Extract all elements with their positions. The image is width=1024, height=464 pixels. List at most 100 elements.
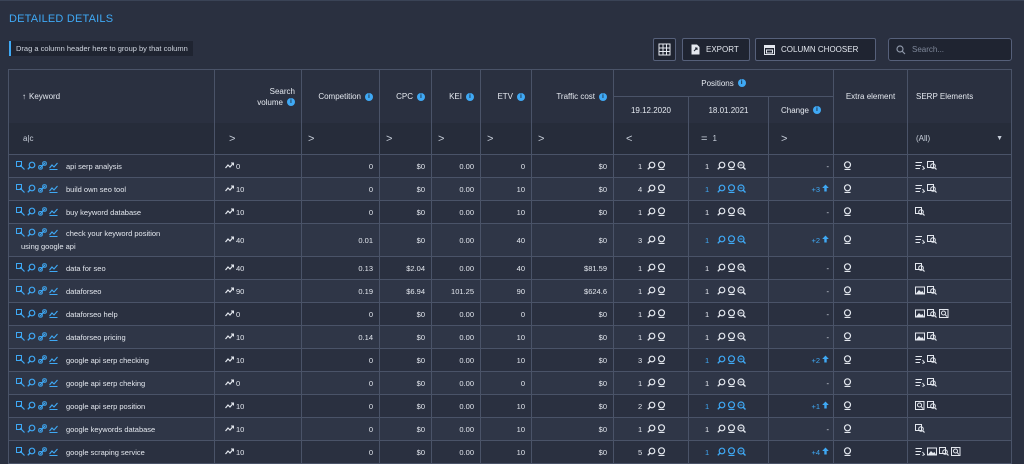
chart-icon[interactable] [49, 424, 58, 435]
magnifier-icon[interactable] [27, 309, 36, 320]
zoom-icon[interactable] [737, 206, 747, 218]
local-pack-icon[interactable] [727, 308, 736, 320]
info-icon[interactable]: i [466, 92, 474, 101]
local-pack-icon[interactable] [657, 354, 666, 366]
magnifier-icon[interactable] [27, 424, 36, 435]
magnifier-icon[interactable] [717, 263, 726, 274]
local-pack-icon[interactable] [727, 285, 736, 297]
magnifier-icon[interactable] [717, 286, 726, 297]
magnifier-icon[interactable] [27, 447, 36, 458]
traffic-cost-filter[interactable]: > [532, 123, 614, 154]
local-pack-icon[interactable] [727, 183, 736, 195]
magnifier-icon[interactable] [27, 161, 36, 172]
zoom-icon[interactable] [737, 331, 747, 343]
info-icon[interactable]: i [599, 92, 607, 101]
info-icon[interactable]: i [365, 92, 373, 101]
chart-icon[interactable] [49, 263, 58, 274]
chart-icon[interactable] [49, 309, 58, 320]
chart-icon[interactable] [49, 228, 58, 239]
info-icon[interactable]: i [417, 92, 425, 101]
table-row[interactable]: build own seo tool 10 0 $0 0.00 10 $0 4 1 +3 [9, 178, 1011, 201]
local-pack-icon[interactable] [843, 183, 852, 195]
date2-filter[interactable]: = 1 [689, 123, 769, 154]
local-pack-icon[interactable] [727, 354, 736, 366]
pin-icon[interactable] [16, 377, 25, 389]
local-pack-icon[interactable] [727, 400, 736, 412]
search-serp-icon[interactable] [927, 285, 937, 297]
column-header-date2[interactable]: 18.01.2021 [689, 97, 769, 123]
magnifier-icon[interactable] [647, 401, 656, 412]
local-pack-icon[interactable] [843, 354, 852, 366]
magnifier-icon[interactable] [647, 355, 656, 366]
link-icon[interactable] [38, 308, 47, 320]
magnifier-icon[interactable] [717, 235, 726, 246]
chart-icon[interactable] [49, 447, 58, 458]
pin-icon[interactable] [16, 183, 25, 195]
local-pack-icon[interactable] [843, 285, 852, 297]
pin-icon[interactable] [16, 308, 25, 320]
local-pack-icon[interactable] [657, 308, 666, 320]
pin-icon[interactable] [16, 446, 25, 458]
search-serp-icon[interactable] [939, 446, 949, 458]
excel-export-button[interactable] [653, 38, 676, 61]
table-row[interactable]: dataforseo 90 0.19 $6.94 101.25 90 $624.6 1 1 - [9, 280, 1011, 303]
link-icon[interactable] [38, 446, 47, 458]
volume-filter[interactable]: > [215, 123, 302, 154]
search-serp-icon[interactable] [927, 354, 937, 366]
group-by-hint[interactable]: Drag a column header here to group by th… [9, 41, 193, 56]
local-pack-icon[interactable] [727, 331, 736, 343]
search-serp-icon[interactable] [927, 308, 937, 320]
chart-icon[interactable] [49, 207, 58, 218]
zoom-icon[interactable] [737, 308, 747, 320]
image-icon[interactable] [915, 309, 925, 320]
list-icon[interactable] [915, 161, 926, 172]
info-icon[interactable]: i [737, 79, 746, 87]
column-header-extra-element[interactable]: Extra element [834, 70, 908, 123]
local-pack-icon[interactable] [843, 206, 852, 218]
magnifier-icon[interactable] [647, 424, 656, 435]
local-pack-icon[interactable] [657, 423, 666, 435]
column-header-keyword[interactable]: ↑ Keyword [9, 70, 215, 123]
knowledge-icon[interactable] [915, 400, 925, 412]
magnifier-icon[interactable] [647, 309, 656, 320]
zoom-icon[interactable] [737, 234, 747, 246]
table-row[interactable]: dataforseo help 0 0 $0 0.00 0 $0 1 1 - [9, 303, 1011, 326]
magnifier-icon[interactable] [717, 355, 726, 366]
local-pack-icon[interactable] [657, 183, 666, 195]
zoom-icon[interactable] [737, 183, 747, 195]
cpc-filter[interactable]: > [380, 123, 432, 154]
local-pack-icon[interactable] [727, 262, 736, 274]
change-filter[interactable]: > [769, 123, 834, 154]
magnifier-icon[interactable] [27, 184, 36, 195]
column-header-etv[interactable]: ETV i [481, 70, 532, 123]
link-icon[interactable] [38, 262, 47, 274]
chart-icon[interactable] [49, 184, 58, 195]
info-icon[interactable]: i [813, 106, 822, 114]
chart-icon[interactable] [49, 355, 58, 366]
column-header-date1[interactable]: 19.12.2020 [614, 97, 689, 123]
search-serp-icon[interactable] [927, 183, 937, 195]
table-row[interactable]: google keywords database 10 0 $0 0.00 10 $0 1 1… [9, 418, 1011, 441]
magnifier-icon[interactable] [717, 401, 726, 412]
zoom-icon[interactable] [737, 285, 747, 297]
list-icon[interactable] [915, 378, 926, 389]
magnifier-icon[interactable] [717, 424, 726, 435]
search-input[interactable]: Search... [888, 38, 1012, 61]
local-pack-icon[interactable] [727, 446, 736, 458]
local-pack-icon[interactable] [657, 206, 666, 218]
link-icon[interactable] [38, 331, 47, 343]
search-serp-icon[interactable] [927, 331, 937, 343]
magnifier-icon[interactable] [717, 378, 726, 389]
magnifier-icon[interactable] [717, 161, 726, 172]
competition-filter[interactable]: > [302, 123, 380, 154]
magnifier-icon[interactable] [647, 207, 656, 218]
column-header-serp-elements[interactable]: SERP Elements [908, 70, 1011, 123]
column-header-kei[interactable]: KEI i [432, 70, 481, 123]
list-icon[interactable] [915, 447, 926, 458]
magnifier-icon[interactable] [27, 332, 36, 343]
column-header-search-volume[interactable]: Search volume i [215, 70, 302, 123]
magnifier-icon[interactable] [27, 228, 36, 239]
magnifier-icon[interactable] [27, 286, 36, 297]
search-serp-icon[interactable] [927, 234, 937, 246]
chart-icon[interactable] [49, 286, 58, 297]
